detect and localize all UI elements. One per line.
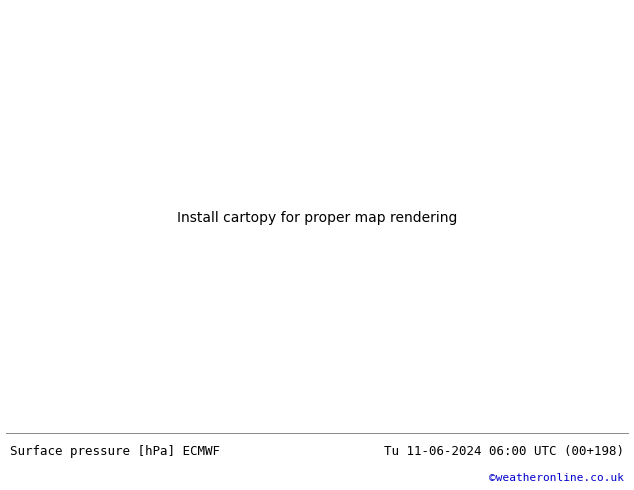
Text: Install cartopy for proper map rendering: Install cartopy for proper map rendering bbox=[177, 211, 457, 225]
Text: ©weatheronline.co.uk: ©weatheronline.co.uk bbox=[489, 473, 624, 483]
Text: Tu 11-06-2024 06:00 UTC (00+198): Tu 11-06-2024 06:00 UTC (00+198) bbox=[384, 445, 624, 458]
Text: Surface pressure [hPa] ECMWF: Surface pressure [hPa] ECMWF bbox=[10, 445, 219, 458]
